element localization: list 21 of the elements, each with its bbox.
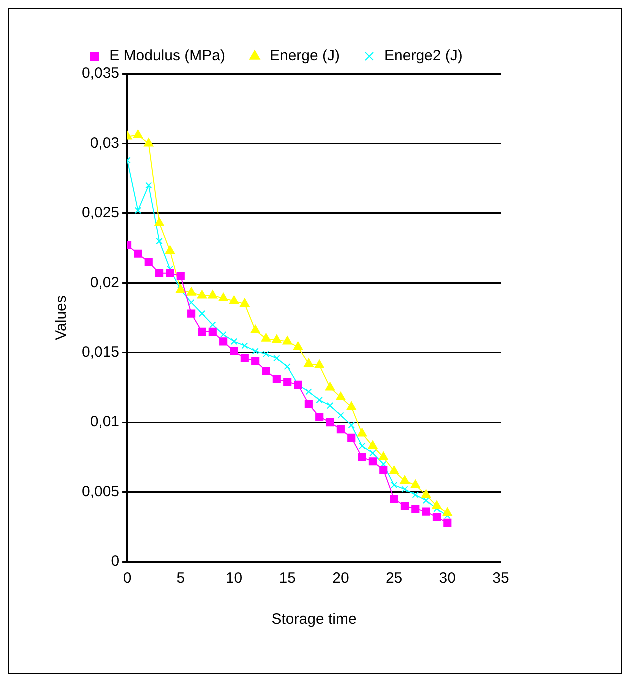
x-axis-title: Storage time [272,611,357,628]
x-tick-label: 20 [332,570,350,588]
y-tick-label: 0 [111,553,120,570]
y-tick-label: 0,02 [90,274,120,292]
legend-label: Energe2 (J) [384,48,463,65]
x-tick-label: 30 [439,570,456,588]
x-tick-label: 5 [176,570,186,588]
legend-label: Energe (J) [270,48,340,65]
y-tick-label: 0,01 [90,414,120,431]
y-tick-label: 0,015 [82,344,120,361]
y-tick-label: 0,03 [90,134,120,152]
x-tick-label: 15 [279,570,296,588]
x-tick-label: 0 [123,570,132,588]
y-tick-label: 0,005 [82,483,120,500]
y-tick-label: 0,025 [82,204,120,222]
x-tick-label: 35 [492,570,510,588]
y-tick-label: 0,035 [82,65,120,82]
legend-label: E Modulus (MPa) [110,48,226,65]
x-tick-label: 25 [386,570,403,588]
y-axis-title: Values [53,296,70,340]
x-tick-label: 10 [226,570,243,588]
